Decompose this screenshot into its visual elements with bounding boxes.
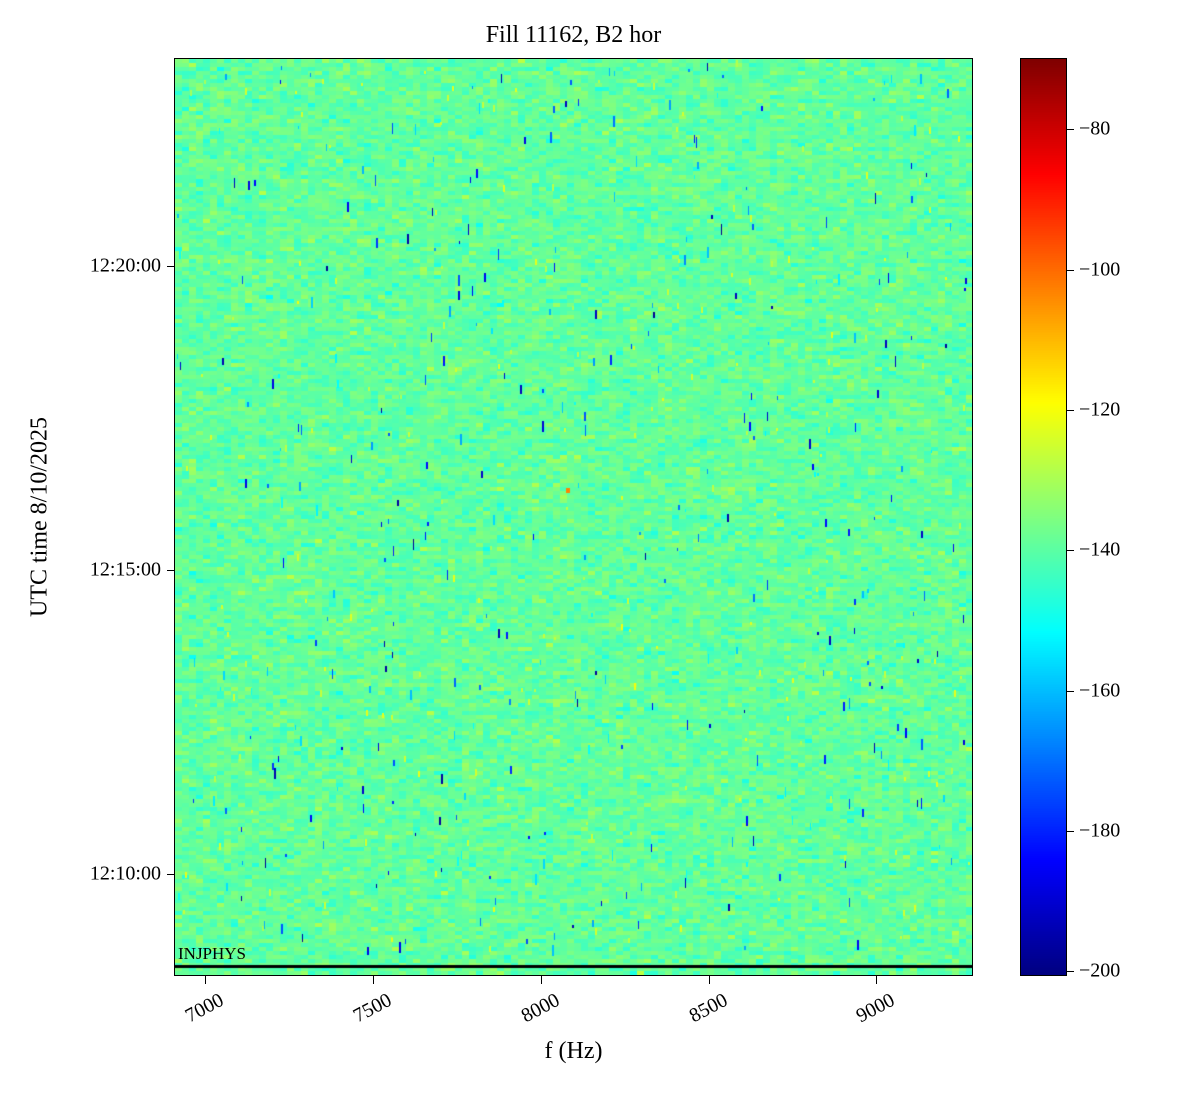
x-axis-label: f (Hz) [544, 1038, 603, 1064]
x-tick-mark [541, 976, 542, 984]
y-tick-mark [167, 570, 175, 571]
x-tick-mark [373, 976, 374, 984]
colorbar-tick-label: −180 [1079, 819, 1121, 842]
colorbar-tick-label: −160 [1079, 679, 1121, 702]
colorbar-tick-mark [1067, 831, 1074, 832]
x-tick-mark [709, 976, 710, 984]
colorbar [1020, 58, 1067, 976]
y-tick-mark [167, 266, 175, 267]
x-tick-label: 9000 [852, 989, 899, 1028]
colorbar-tick-label: −120 [1079, 398, 1121, 421]
colorbar-tick-label: −200 [1079, 959, 1121, 982]
y-tick-label: 12:15:00 [89, 558, 161, 581]
x-tick-mark [876, 976, 877, 984]
x-tick-label: 8000 [517, 989, 564, 1028]
beam-mode-annotation: INJPHYS [178, 944, 247, 963]
colorbar-tick-label: −100 [1079, 258, 1121, 281]
x-tick-mark [205, 976, 206, 984]
y-tick-label: 12:20:00 [89, 254, 161, 277]
colorbar-tick-mark [1067, 270, 1074, 271]
y-axis-label: UTC time 8/10/2025 [26, 417, 53, 617]
x-tick-label: 8500 [685, 989, 732, 1028]
colorbar-tick-mark [1067, 971, 1074, 972]
colorbar-tick-mark [1067, 691, 1074, 692]
spectrogram-heatmap [174, 58, 973, 976]
colorbar-tick-label: −140 [1079, 538, 1121, 561]
colorbar-tick-mark [1067, 129, 1074, 130]
plot-title: Fill 11162, B2 hor [485, 22, 662, 48]
x-tick-label: 7000 [181, 989, 228, 1028]
colorbar-tick-mark [1067, 550, 1074, 551]
y-tick-label: 12:10:00 [89, 862, 161, 885]
y-tick-mark [167, 874, 175, 875]
colorbar-tick-mark [1067, 410, 1074, 411]
colorbar-tick-label: −80 [1079, 117, 1111, 140]
x-tick-label: 7500 [349, 989, 396, 1028]
